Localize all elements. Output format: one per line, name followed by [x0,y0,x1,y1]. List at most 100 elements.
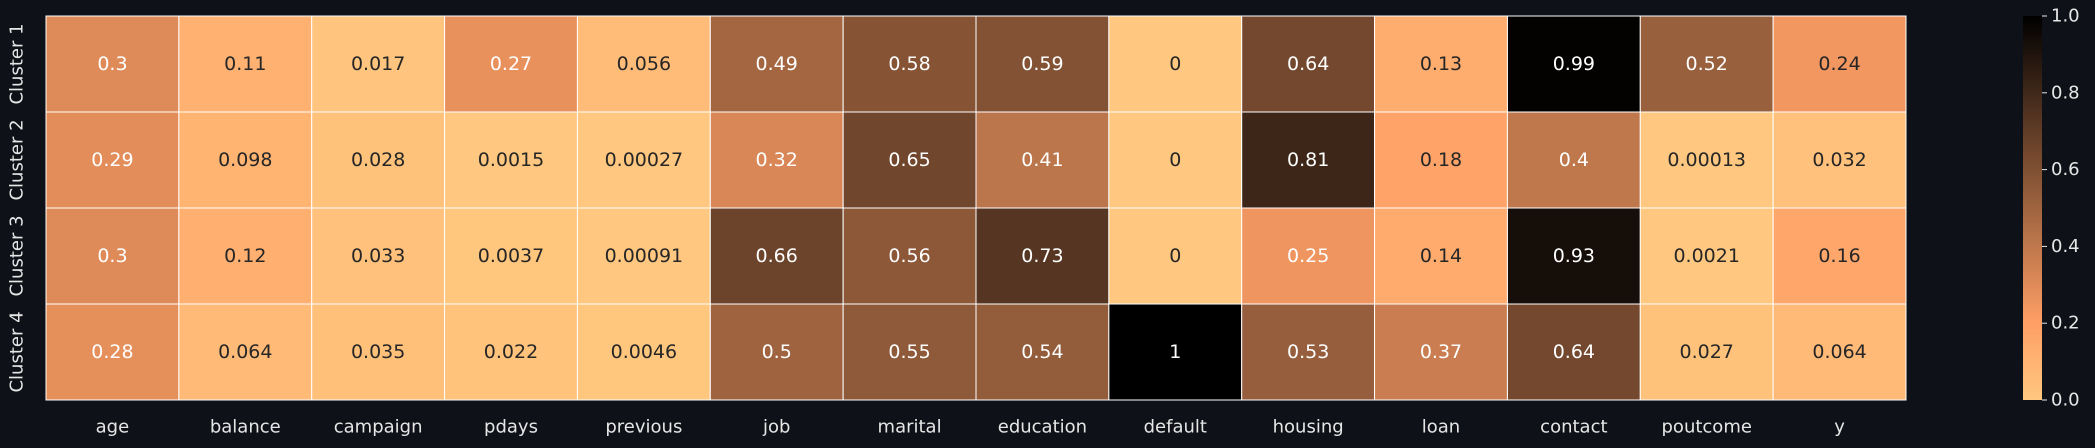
heatmap-cell [842,303,977,401]
heatmap-cell [45,207,180,305]
heatmap-cell [709,111,844,209]
cell-value-label: 0.64 [1553,341,1595,363]
heatmap-cell [842,207,977,305]
x-tick-label: balance [210,417,281,438]
x-tick-label: marital [878,417,942,438]
heatmap-cell [45,303,180,401]
cell-value-label: 0.027 [1680,341,1734,363]
heatmap-cell [444,15,578,113]
cell-value-label: 0.0021 [1673,245,1739,267]
heatmap-cell [576,207,711,305]
cell-value-label: 0.58 [888,53,930,75]
cell-value-label: 0.66 [756,245,798,267]
heatmap-cell [1506,111,1641,209]
heatmap-cell [1772,207,1907,305]
cell-value-label: 0.28 [91,341,133,363]
cell-value-label: 0.27 [490,53,532,75]
y-tick-label: Cluster 4 [7,311,28,392]
cell-value-label: 0.0037 [478,245,544,267]
cell-value-label: 0.93 [1553,245,1595,267]
x-tick-label: default [1144,417,1207,438]
cell-value-label: 0.00091 [605,245,684,267]
heatmap-cell [842,15,977,113]
cell-value-label: 0.12 [224,245,266,267]
colorbar-tick-label: 0.0 [2051,390,2080,411]
cell-value-label: 0.32 [756,149,798,171]
x-tick-label: previous [605,417,682,438]
heatmap-cell [178,207,313,305]
colorbar-tick-label: 0.8 [2051,82,2080,103]
cell-value-label: 0.14 [1420,245,1462,267]
heatmap-cell [1639,15,1774,113]
cell-value-label: 0.24 [1818,53,1860,75]
cell-value-label: 0.81 [1287,149,1329,171]
x-tick-label: y [1834,417,1845,438]
heatmap-cell [1241,15,1376,113]
cell-value-label: 0.59 [1021,53,1063,75]
heatmap-cell [1772,111,1907,209]
heatmap-cell [1374,111,1508,209]
colorbar-tick-label: 0.4 [2051,236,2080,257]
y-axis-tick-labels: Cluster 1 Cluster 2 Cluster 3 Cluster 4 [7,23,28,392]
heatmap-cell [178,303,313,401]
heatmap-cell [709,207,844,305]
x-tick-label: education [998,417,1087,438]
cell-value-label: 0.028 [351,149,405,171]
heatmap-cell [311,207,446,305]
cell-value-label: 0.25 [1287,245,1329,267]
heatmap-cell [1639,303,1774,401]
cell-value-label: 0.56 [888,245,930,267]
cell-value-label: 0 [1169,245,1181,267]
colorbar-tick-label: 0.6 [2051,159,2080,180]
x-tick-label: housing [1273,417,1344,438]
x-tick-label: loan [1422,417,1460,438]
cell-value-label: 0.064 [1812,341,1866,363]
cell-value-label: 1 [1169,341,1181,363]
heatmap-cell [1374,207,1508,305]
heatmap-cell [444,111,578,209]
cell-value-label: 0.00013 [1667,149,1746,171]
cell-value-label: 0 [1169,53,1181,75]
heatmap-cell [576,303,711,401]
heatmap-cell [178,111,313,209]
heatmap-cell [311,111,446,209]
heatmap-cell [842,111,977,209]
cell-value-label: 0.29 [91,149,133,171]
heatmap-cell [444,303,578,401]
cell-value-label: 0.52 [1686,53,1728,75]
y-tick-label: Cluster 2 [7,119,28,200]
heatmap-cell [709,303,844,401]
x-tick-label: pdays [484,417,538,438]
heatmap-cell [1639,207,1774,305]
heatmap-cells: 0.3 0.11 0.017 0.27 0.056 0.49 0.58 0.59 0 0.64 0.… [45,15,1907,401]
cell-value-label: 0.017 [351,53,405,75]
cell-value-label: 0.73 [1021,245,1063,267]
x-axis-tick-labels: age balance campaign pdays previous job marita… [96,417,1846,438]
cell-value-label: 0.033 [351,245,405,267]
cell-value-label: 0.55 [888,341,930,363]
heatmap-cell [975,207,1110,305]
cell-value-label: 0.41 [1021,149,1063,171]
heatmap-cell [1506,15,1641,113]
y-tick-label: Cluster 3 [7,215,28,296]
cell-value-label: 0.11 [224,53,266,75]
cell-value-label: 0.54 [1021,341,1063,363]
heatmap-cell [178,15,313,113]
colorbar: 0.0 0.2 0.4 0.6 0.8 1.0 [2023,6,2080,411]
cell-value-label: 0.16 [1818,245,1860,267]
heatmap-cell [1241,111,1376,209]
colorbar-tick-label: 1.0 [2051,6,2080,27]
cell-value-label: 0.0046 [611,341,677,363]
heatmap-cell [1108,303,1243,401]
cell-value-label: 0.37 [1420,341,1462,363]
heatmap-cell [1772,303,1907,401]
heatmap-cell [1772,15,1907,113]
x-tick-label: poutcome [1662,417,1752,438]
cell-value-label: 0.035 [351,341,405,363]
cell-value-label: 0.022 [484,341,538,363]
heatmap-cell [1374,303,1508,401]
y-tick-label: Cluster 1 [7,23,28,104]
x-tick-label: campaign [334,417,423,438]
x-tick-label: contact [1540,417,1607,438]
